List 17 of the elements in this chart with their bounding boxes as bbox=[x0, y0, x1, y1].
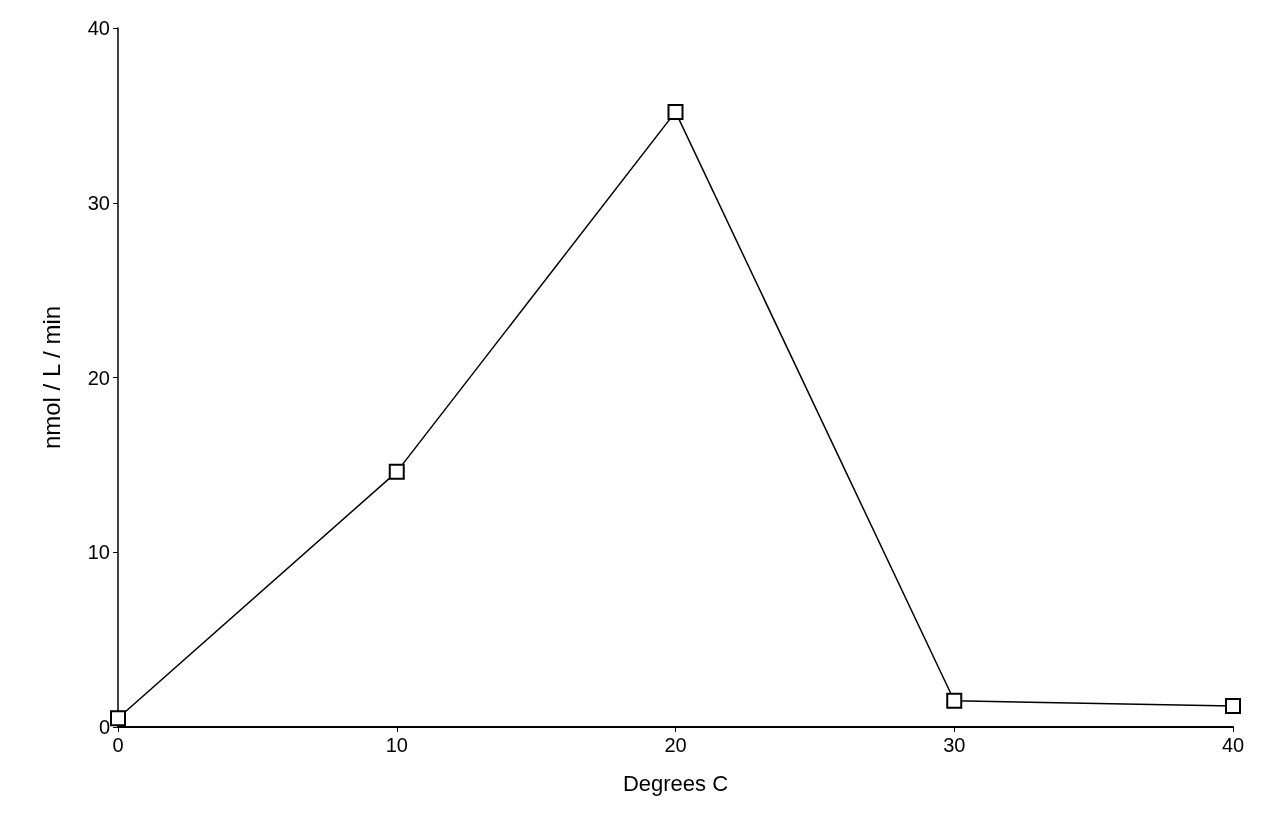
y-tick-label: 20 bbox=[87, 366, 110, 389]
x-tick-label: 30 bbox=[943, 734, 966, 756]
x-tick-label: 0 bbox=[112, 734, 124, 756]
x-axis-title: Degrees C bbox=[622, 770, 729, 796]
point bbox=[110, 710, 126, 727]
y-axis-title: nmol / L / min bbox=[37, 305, 65, 450]
point bbox=[388, 463, 405, 480]
x-tick-label: 20 bbox=[664, 734, 687, 756]
y-tick-label: 30 bbox=[87, 191, 110, 214]
point bbox=[946, 692, 963, 709]
point bbox=[1225, 698, 1241, 715]
y-tick-label: 0 bbox=[98, 716, 110, 738]
x-tick-label: 40 bbox=[1221, 734, 1245, 756]
x-tick-label: 10 bbox=[385, 734, 408, 756]
point bbox=[667, 103, 684, 120]
y-tick-label: 40 bbox=[87, 17, 110, 39]
y-tick-label: 10 bbox=[87, 541, 110, 564]
